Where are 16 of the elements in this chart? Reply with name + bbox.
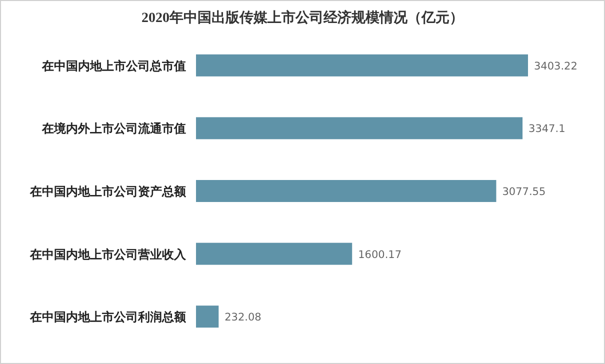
data-label: 3077.55 xyxy=(502,186,546,198)
y-tick-label: 在中国内地上市公司资产总额 xyxy=(29,184,187,198)
data-label: 1600.17 xyxy=(358,248,402,261)
data-label: 3403.22 xyxy=(534,60,578,72)
bar xyxy=(196,242,352,265)
y-tick-label: 在中国内地上市公司利润总额 xyxy=(29,310,187,324)
bar xyxy=(196,306,219,328)
y-tick-label: 在境内外上市公司流通市值 xyxy=(41,122,186,136)
bar xyxy=(196,180,496,202)
data-label: 232.08 xyxy=(224,312,262,324)
y-tick-label: 在中国内地上市公司营业收入 xyxy=(29,247,187,262)
bar xyxy=(196,117,523,140)
bar xyxy=(196,54,528,76)
data-label: 3347.1 xyxy=(528,123,566,136)
y-tick-label: 在中国内地上市公司总市值 xyxy=(41,58,186,73)
chart-title: 2020年中国出版传媒上市公司经济规模情况（亿元） xyxy=(142,9,464,26)
